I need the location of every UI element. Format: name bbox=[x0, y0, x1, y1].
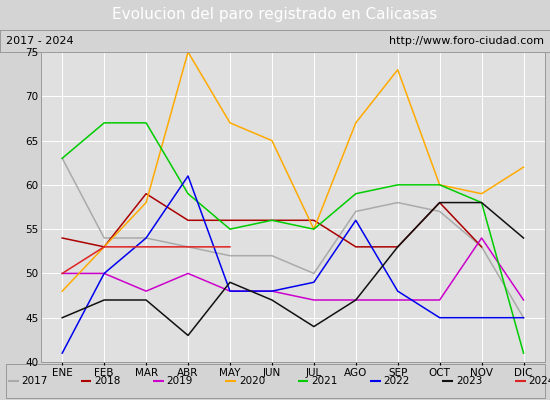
Text: 2018: 2018 bbox=[94, 376, 120, 386]
Text: 2023: 2023 bbox=[456, 376, 482, 386]
Text: 2024: 2024 bbox=[529, 376, 550, 386]
Text: 2019: 2019 bbox=[167, 376, 193, 386]
Text: Evolucion del paro registrado en Calicasas: Evolucion del paro registrado en Calicas… bbox=[112, 8, 438, 22]
Text: http://www.foro-ciudad.com: http://www.foro-ciudad.com bbox=[389, 36, 544, 46]
Text: 2017: 2017 bbox=[21, 376, 48, 386]
Text: 2020: 2020 bbox=[239, 376, 265, 386]
Text: 2022: 2022 bbox=[383, 376, 410, 386]
Text: 2021: 2021 bbox=[311, 376, 338, 386]
Text: 2017 - 2024: 2017 - 2024 bbox=[6, 36, 73, 46]
